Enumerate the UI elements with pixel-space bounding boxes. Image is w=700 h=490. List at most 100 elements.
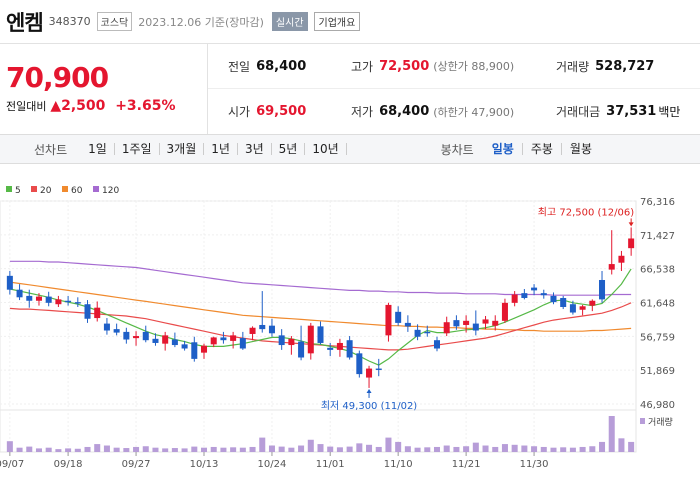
candle-body: [268, 325, 275, 334]
legend-label-60: 60: [71, 186, 83, 196]
candle-body: [443, 322, 450, 334]
period-3m[interactable]: 3개월: [160, 143, 205, 155]
period-1d[interactable]: 1일: [81, 143, 115, 155]
high-price: 고가 72,500 (상한가 88,900): [331, 44, 536, 89]
candle-body: [628, 238, 635, 249]
candle-body: [45, 296, 52, 303]
volume-bar: [531, 446, 538, 452]
volume-bar: [569, 447, 576, 452]
high-label: 고가: [351, 59, 374, 74]
candle-body: [375, 368, 382, 370]
amount-unit: 백만: [658, 105, 681, 119]
volume-bar: [327, 446, 334, 452]
volume-bar: [501, 444, 508, 452]
candle-body: [249, 327, 256, 334]
company-overview-button[interactable]: 기업개요: [313, 12, 361, 31]
high-annotation: 최고 72,500 (12/06): [538, 206, 634, 218]
candle-body: [152, 338, 159, 343]
candle-body: [210, 337, 217, 345]
candle-body: [259, 324, 266, 330]
candle-body: [200, 345, 208, 353]
candle-body: [123, 331, 130, 340]
candle-body: [74, 302, 81, 304]
period-bar: 선차트 1일 1주일 3개월 1년 3년 5년 10년 봉차트 일봉 주봉 월봉: [0, 135, 700, 164]
y-tick-label: 51,869: [640, 366, 675, 377]
volume-bar: [540, 446, 547, 452]
open-value: 69,500: [256, 104, 307, 119]
stock-name: 엔켐: [6, 10, 44, 35]
volume-bar: [45, 447, 52, 452]
candle-body: [453, 320, 460, 327]
high-arrow-head: [628, 222, 634, 227]
change-amount: ▲2,500: [50, 98, 106, 114]
high-value: 72,500: [379, 58, 430, 74]
low-annotation: 최저 49,300 (11/02): [321, 400, 417, 412]
candle-body: [84, 304, 91, 319]
price-plot-frame: [0, 200, 637, 411]
volume-bar: [26, 446, 33, 452]
volume-bar: [433, 446, 441, 452]
amount-value: 37,531: [606, 104, 657, 119]
quote-grid: 전일 68,400 고가 72,500 (상한가 88,900) 거래량 528,727…: [208, 44, 700, 134]
candle-body: [278, 335, 285, 346]
candle-body: [492, 320, 499, 326]
amount-stat: 거래대금 37,531 백만: [536, 89, 700, 134]
candle-body: [162, 335, 169, 344]
candle-chart-label: 봉차트: [440, 142, 474, 157]
volume-bar: [162, 448, 169, 452]
candle-daily[interactable]: 일봉: [484, 143, 523, 155]
prev-close: 전일 68,400: [208, 44, 331, 89]
volume-bar: [181, 448, 188, 452]
low-label: 저가: [351, 105, 374, 119]
volume-value: 528,727: [595, 58, 655, 74]
volume-bar: [142, 446, 149, 452]
volume-bar: [608, 416, 615, 452]
prev-value: 68,400: [256, 58, 307, 74]
market-badge: 코스닥: [96, 12, 133, 31]
ma5-line: [9, 268, 632, 366]
candle-monthly[interactable]: 월봉: [569, 142, 592, 156]
period-1y[interactable]: 1년: [204, 143, 238, 155]
candle-body: [579, 306, 586, 310]
candle-body: [472, 323, 479, 331]
candle-body: [346, 340, 353, 358]
y-tick-label: 71,427: [640, 231, 675, 242]
open-label: 시가: [228, 105, 251, 119]
candle-body: [482, 319, 489, 324]
volume-bar: [560, 447, 567, 452]
period-1w[interactable]: 1주일: [115, 143, 160, 155]
volume-bar: [366, 444, 373, 452]
period-10y[interactable]: 10년: [305, 143, 347, 155]
candle-body: [26, 295, 33, 301]
volume-bar: [113, 447, 120, 452]
candle-body: [599, 279, 606, 300]
volume-bar: [550, 447, 557, 452]
candle-body: [501, 302, 508, 321]
volume-bar: [152, 447, 159, 452]
y-tick-label: 66,538: [640, 265, 675, 276]
quote-panel: 70,900 전일대비 ▲2,500 +3.65% 전일 68,400 고가 72,…: [0, 44, 700, 135]
x-tick-label: 11/21: [452, 459, 481, 470]
legend-swatch-60: [62, 186, 68, 192]
candle-body: [133, 336, 140, 339]
legend-swatch-5: [6, 186, 12, 192]
volume-bar: [171, 448, 178, 452]
period-3y[interactable]: 3년: [238, 143, 272, 155]
prev-label: 전일: [228, 59, 251, 74]
amount-label: 거래대금: [556, 105, 601, 119]
volume-bar: [395, 441, 402, 452]
volume-bar: [472, 442, 479, 452]
candle-body: [356, 353, 363, 375]
period-5y[interactable]: 5년: [272, 143, 306, 155]
volume-legend-label: 거래량: [648, 416, 673, 428]
realtime-button[interactable]: 실시간: [271, 12, 308, 31]
candle-body: [511, 294, 518, 303]
candle-weekly[interactable]: 주봉: [523, 143, 562, 155]
y-tick-label: 76,316: [640, 197, 675, 208]
y-tick-label: 56,759: [640, 332, 675, 343]
candle-body: [94, 307, 101, 319]
volume-bar: [55, 449, 62, 452]
candle-body: [618, 255, 625, 263]
volume-bar: [375, 446, 382, 452]
candle-body: [569, 304, 576, 313]
